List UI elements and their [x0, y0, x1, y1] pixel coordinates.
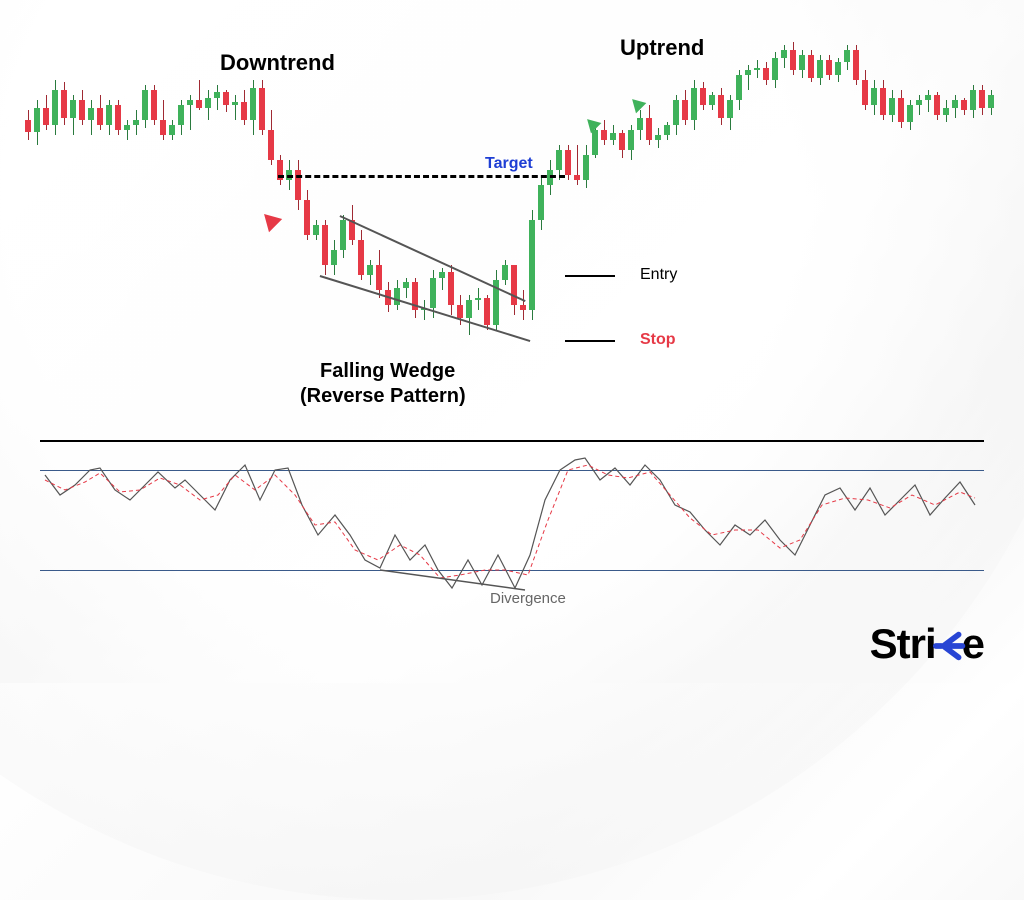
pattern-title: Falling Wedge	[320, 360, 455, 383]
stop-marker	[565, 340, 615, 342]
brand-arrow-icon	[936, 620, 962, 668]
target-line	[278, 175, 565, 178]
target-label: Target	[485, 155, 533, 173]
brand-text: Stri	[870, 620, 936, 667]
entry-label: Entry	[640, 266, 677, 284]
uptrend-label: Uptrend	[620, 35, 704, 61]
brand-logo: Stri e	[870, 620, 984, 668]
entry-marker	[565, 275, 615, 277]
candlestick-chart	[20, 40, 1004, 390]
pattern-subtitle: (Reverse Pattern)	[300, 385, 466, 408]
oscillator-chart	[40, 440, 984, 610]
stop-label: Stop	[640, 331, 676, 349]
oscillator-panel: Divergence	[40, 440, 984, 610]
divergence-label: Divergence	[490, 590, 566, 607]
downtrend-label: Downtrend	[220, 50, 335, 76]
